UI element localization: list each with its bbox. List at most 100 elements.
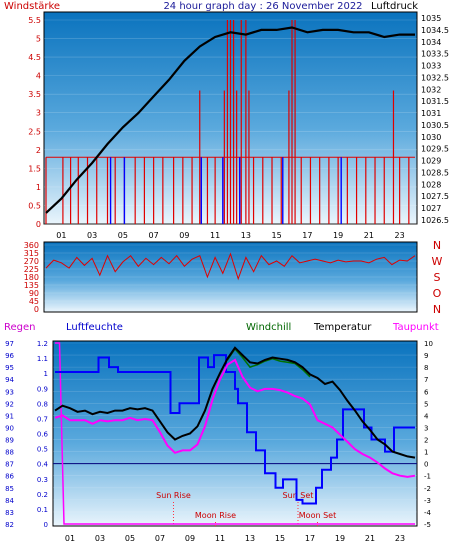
header-pressure-label: Luftdruck <box>371 1 418 12</box>
time-tick-label: 15 <box>275 534 285 543</box>
humidity-tick-label: 84 <box>5 497 14 505</box>
direction-tick-label: 225 <box>24 265 39 274</box>
header-wind-label: Windstärke <box>4 1 60 12</box>
pressure-tick-label: 1032.5 <box>421 73 449 82</box>
wind-time-axis: 01 03 05 07 09 11 13 15 17 19 21 23 <box>56 231 404 240</box>
legend-luftfeuchte: Luftfeuchte <box>66 322 123 333</box>
direction-tick-label: 360 <box>24 241 39 250</box>
rain-tick-label: 0 <box>44 521 48 529</box>
temperature-tick-label: 5 <box>424 400 428 408</box>
wind-tick-label: 2.5 <box>28 127 41 136</box>
humidity-tick-label: 89 <box>5 437 14 445</box>
sun-moon-events: Sun Rise Sun Set Moon Rise Moon Set <box>156 491 336 526</box>
moon-rise-label: Moon Rise <box>195 511 236 520</box>
humidity-tick-label: 82 <box>5 521 14 529</box>
wind-tick-label: 4 <box>36 72 41 81</box>
time-tick-label: 17 <box>302 231 312 240</box>
legend-temperatur: Temperatur <box>313 322 372 333</box>
time-tick-label: 05 <box>118 231 128 240</box>
rain-tick-label: 1 <box>44 370 48 378</box>
wind-tick-label: 5.5 <box>28 16 41 25</box>
time-tick-label: 19 <box>333 231 343 240</box>
temperature-tick-label: -4 <box>424 509 432 517</box>
humidity-tick-label: 91 <box>5 412 14 420</box>
wind-tick-label: 1 <box>36 183 41 192</box>
rain-tick-label: 0.9 <box>37 385 48 393</box>
pressure-tick-label: 1033 <box>421 62 441 71</box>
rain-tick-label: 0.3 <box>37 476 48 484</box>
direction-tick-label: 135 <box>24 281 39 290</box>
climate-axis-ticks: 8283848586878889909192939495969700.10.20… <box>5 340 433 529</box>
time-tick-label: 05 <box>125 534 135 543</box>
climate-time-axis: 01 03 05 07 09 11 13 15 17 19 21 23 <box>65 534 405 543</box>
compass-label: O <box>433 287 442 300</box>
taupunkt-line <box>54 358 416 478</box>
climate-panel: Regen Luftfeuchte Windchill Temperatur T… <box>4 322 439 543</box>
pressure-tick-label: 1028.5 <box>421 168 449 177</box>
wind-pressure-panel: Windstärke 24 hour graph day : 26 Novemb… <box>4 1 449 240</box>
temperature-tick-label: 8 <box>424 364 428 372</box>
wind-tick-label: 2 <box>36 146 41 155</box>
time-tick-label: 11 <box>210 231 220 240</box>
pressure-line <box>45 26 415 214</box>
wind-tick-label: 3 <box>36 109 41 118</box>
humidity-tick-label: 85 <box>5 485 14 493</box>
time-tick-label: 21 <box>364 231 374 240</box>
rain-tick-label: 0.7 <box>37 415 48 423</box>
pressure-tick-label: 1029 <box>421 157 441 166</box>
temperature-tick-label: 2 <box>424 437 428 445</box>
sun-rise-label: Sun Rise <box>156 491 191 500</box>
wind-tick-label: 3.5 <box>28 90 41 99</box>
climate-grid <box>53 342 417 525</box>
pressure-axis-ticks: 1026.5 1027 1027.5 1028 1028.5 1029 1029.5 1030… <box>421 14 449 225</box>
temperature-tick-label: 3 <box>424 424 428 432</box>
direction-tick-label: 270 <box>24 257 39 266</box>
temperature-tick-label: -2 <box>424 485 431 493</box>
time-tick-label: 01 <box>56 231 66 240</box>
compass-label: N <box>433 239 441 252</box>
direction-tick-label: 0 <box>34 305 39 314</box>
regen-line <box>55 342 415 525</box>
legend-windchill: Windchill <box>246 322 291 333</box>
rain-tick-label: 0.1 <box>37 506 48 514</box>
humidity-tick-label: 97 <box>5 340 14 348</box>
rain-tick-label: 0.2 <box>37 491 48 499</box>
pressure-lines <box>45 26 415 214</box>
direction-lines <box>45 252 416 281</box>
rain-tick-label: 0.6 <box>37 431 49 439</box>
humidity-tick-label: 87 <box>5 461 14 469</box>
wind-tick-label: 1.5 <box>28 164 41 173</box>
pressure-tick-label: 1031 <box>421 109 441 118</box>
wind-tick-label: 0 <box>36 220 41 229</box>
time-tick-label: 11 <box>215 534 225 543</box>
pressure-tick-label: 1034.5 <box>421 26 449 35</box>
temperature-tick-label: -3 <box>424 497 431 505</box>
rain-tick-label: 0.4 <box>37 461 49 469</box>
wind-tick-label: 4.5 <box>28 53 41 62</box>
humidity-tick-label: 95 <box>5 364 14 372</box>
climate-lines <box>54 342 416 525</box>
legend-taupunkt: Taupunkt <box>392 322 439 333</box>
humidity-tick-label: 83 <box>5 509 14 517</box>
temperature-tick-label: 1 <box>424 449 428 457</box>
pressure-tick-label: 1030 <box>421 133 441 142</box>
moon-set-label: Moon Set <box>299 511 336 520</box>
wind-tick-label: 0.5 <box>28 201 41 210</box>
luftfeuchte-line <box>55 354 415 505</box>
pressure-tick-label: 1029.5 <box>421 145 449 154</box>
temperature-tick-label: 10 <box>424 340 433 348</box>
temperature-tick-label: -5 <box>424 521 431 529</box>
pressure-tick-label: 1027.5 <box>421 192 449 201</box>
wind-axis-ticks: 0 0.5 1 1.5 2 2.5 3 3.5 4 4.5 5 5.5 <box>28 16 41 229</box>
temperature-tick-label: 7 <box>424 376 428 384</box>
temperature-tick-label: 6 <box>424 388 429 396</box>
time-tick-label: 17 <box>305 534 315 543</box>
pressure-tick-label: 1034 <box>421 38 441 47</box>
direction-tick-label: 45 <box>29 297 39 306</box>
compass-label: N <box>433 303 441 316</box>
temperature-tick-label: 9 <box>424 352 428 360</box>
humidity-tick-label: 92 <box>5 400 14 408</box>
